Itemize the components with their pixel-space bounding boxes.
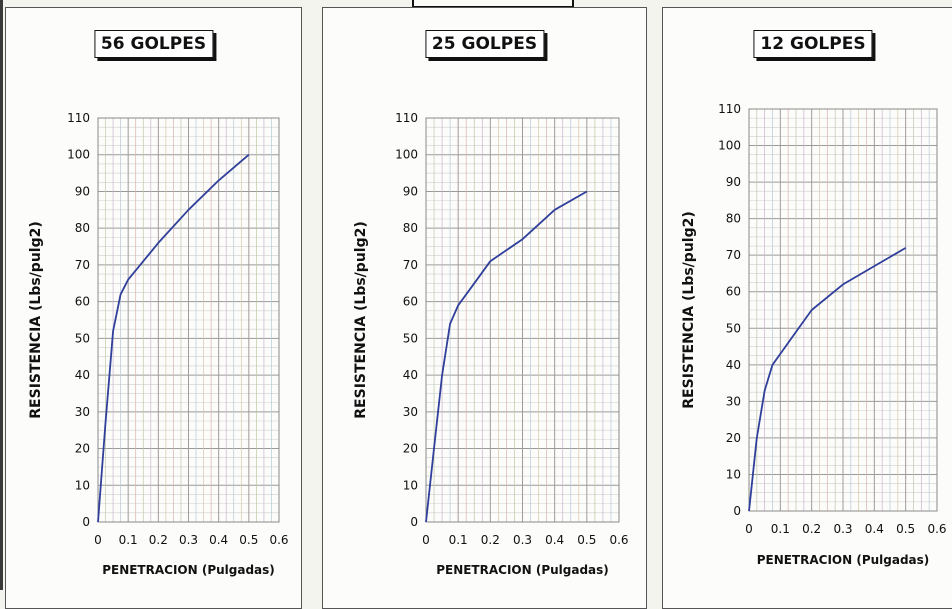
grid bbox=[748, 108, 938, 512]
y-axis-title: RESISTENCIA (Lbs/pulg2) bbox=[681, 211, 697, 408]
y-tick-label: 80 bbox=[75, 221, 90, 235]
x-tick-label: 0.2 bbox=[481, 533, 500, 547]
grid bbox=[97, 117, 280, 523]
x-tick-label: 0.2 bbox=[149, 533, 168, 547]
x-tick-label: 0 bbox=[422, 533, 430, 547]
y-tick-label: 40 bbox=[726, 358, 741, 372]
plot-border bbox=[97, 117, 280, 523]
y-tick-label: 20 bbox=[726, 431, 741, 445]
x-tick-label: 0.5 bbox=[577, 533, 596, 547]
y-tick-label: 100 bbox=[395, 148, 418, 162]
chart-svg: 0 10 20 30 40 50 60 70 80 90 100 110 0 0.1 0.2 0.3 0.4 0.… bbox=[28, 111, 289, 577]
y-tick-label: 40 bbox=[403, 368, 418, 382]
x-tick-label: 0.6 bbox=[927, 522, 946, 536]
y-tick-label: 100 bbox=[67, 148, 90, 162]
chart-svg: 0 10 20 30 40 50 60 70 80 90 100 110 0 0.1 0.2 0.3 0.4 0.… bbox=[681, 102, 947, 567]
x-tick-label: 0.1 bbox=[771, 522, 790, 536]
scan-edge bbox=[0, 0, 3, 590]
grid bbox=[425, 117, 620, 523]
x-tick-label: 0.3 bbox=[179, 533, 198, 547]
x-tick-label: 0.4 bbox=[209, 533, 228, 547]
y-tick-label: 0 bbox=[410, 515, 418, 529]
x-axis-title: PENETRACION (Pulgadas) bbox=[436, 563, 609, 577]
y-tick-label: 50 bbox=[403, 331, 418, 345]
y-tick-label: 60 bbox=[726, 285, 741, 299]
y-tick-label: 70 bbox=[75, 258, 90, 272]
x-tick-label: 0.4 bbox=[865, 522, 884, 536]
y-tick-label: 60 bbox=[75, 295, 90, 309]
x-tick-label: 0 bbox=[94, 533, 102, 547]
y-tick-label: 30 bbox=[75, 405, 90, 419]
plot-border bbox=[748, 108, 938, 512]
x-tick-label: 0 bbox=[745, 522, 753, 536]
x-tick-label: 0.1 bbox=[119, 533, 138, 547]
y-tick-label: 50 bbox=[726, 321, 741, 335]
y-tick-label: 10 bbox=[75, 478, 90, 492]
y-tick-label: 20 bbox=[403, 442, 418, 456]
y-tick-label: 40 bbox=[75, 368, 90, 382]
x-tick-label: 0.3 bbox=[833, 522, 852, 536]
y-tick-label: 50 bbox=[75, 331, 90, 345]
y-tick-label: 110 bbox=[718, 102, 741, 116]
y-tick-label: 80 bbox=[726, 212, 741, 226]
plot-border bbox=[425, 117, 620, 523]
x-axis-title: PENETRACION (Pulgadas) bbox=[757, 553, 930, 567]
y-tick-label: 80 bbox=[403, 221, 418, 235]
chart-panel-12-golpes: 12 GOLPES 0 10 20 30 40 50 60 70 80 90 100 110 0 0.1 0… bbox=[662, 7, 952, 609]
chart-svg: 0 10 20 30 40 50 60 70 80 90 100 110 0 0.1 0.2 0.3 0.4 0.… bbox=[353, 111, 629, 577]
x-tick-label: 0.5 bbox=[896, 522, 915, 536]
y-axis-title: RESISTENCIA (Lbs/pulg2) bbox=[353, 221, 369, 418]
series-line bbox=[97, 154, 250, 523]
y-tick-label: 30 bbox=[403, 405, 418, 419]
y-tick-label: 0 bbox=[733, 504, 741, 518]
y-tick-label: 90 bbox=[75, 184, 90, 198]
y-tick-label: 100 bbox=[718, 139, 741, 153]
y-tick-label: 0 bbox=[82, 515, 90, 529]
chart-panel-56-golpes: 56 GOLPES 0 10 20 30 40 50 60 70 80 90 100 110 0 0.1 0… bbox=[5, 7, 302, 609]
y-tick-label: 90 bbox=[726, 175, 741, 189]
x-tick-label: 0.6 bbox=[609, 533, 628, 547]
x-axis-title: PENETRACION (Pulgadas) bbox=[102, 563, 275, 577]
x-tick-label: 0.6 bbox=[269, 533, 288, 547]
chart-title: 12 GOLPES bbox=[753, 30, 873, 58]
y-tick-label: 30 bbox=[726, 394, 741, 408]
y-tick-label: 60 bbox=[403, 295, 418, 309]
y-tick-label: 10 bbox=[403, 478, 418, 492]
y-tick-label: 70 bbox=[726, 248, 741, 262]
x-tick-label: 0.4 bbox=[545, 533, 564, 547]
series-line bbox=[748, 247, 907, 512]
x-tick-label: 0.2 bbox=[802, 522, 821, 536]
chart-title: 25 GOLPES bbox=[424, 30, 545, 58]
y-tick-label: 20 bbox=[75, 442, 90, 456]
y-tick-label: 70 bbox=[403, 258, 418, 272]
x-tick-label: 0.3 bbox=[513, 533, 532, 547]
y-tick-label: 10 bbox=[726, 467, 741, 481]
y-tick-label: 110 bbox=[395, 111, 418, 125]
series-line bbox=[425, 190, 588, 523]
x-tick-label: 0.5 bbox=[239, 533, 258, 547]
chart-title: 56 GOLPES bbox=[93, 30, 214, 58]
x-tick-label: 0.1 bbox=[449, 533, 468, 547]
chart-panel-25-golpes: 25 GOLPES 0 10 20 30 40 50 60 70 80 90 100 110 0 0.1 0… bbox=[322, 7, 647, 609]
y-tick-label: 110 bbox=[67, 111, 90, 125]
y-tick-label: 90 bbox=[403, 184, 418, 198]
y-axis-title: RESISTENCIA (Lbs/pulg2) bbox=[28, 221, 44, 418]
